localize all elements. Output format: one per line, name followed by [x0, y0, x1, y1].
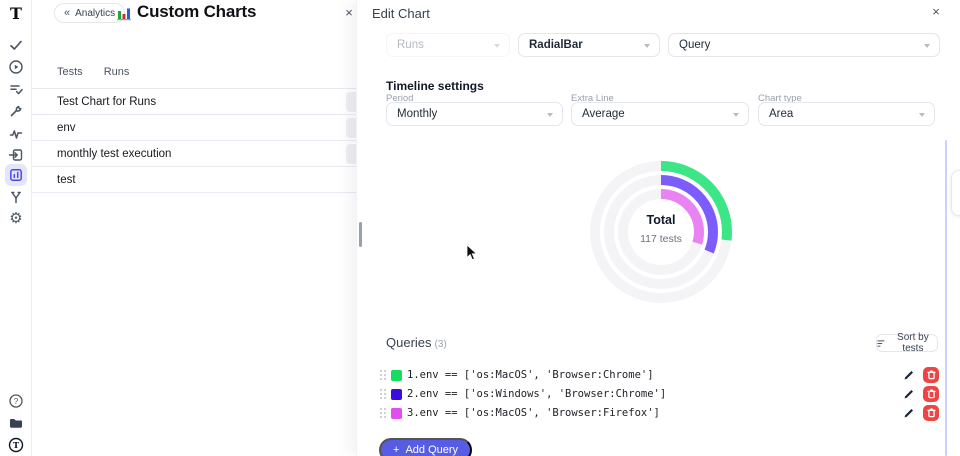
- trash-icon: [926, 389, 936, 399]
- delete-query-button[interactable]: [923, 367, 939, 383]
- edit-pencil-icon[interactable]: [903, 369, 915, 381]
- row-actions-sliver: [346, 92, 356, 112]
- custom-charts-panel: « Analytics Custom Charts × Tests Runs T…: [32, 0, 356, 456]
- drag-handle-icon[interactable]: [379, 388, 387, 400]
- extra-line-label: Extra Line: [571, 93, 614, 104]
- tab-runs[interactable]: Runs: [103, 66, 130, 78]
- charts-tabs: Tests Runs: [57, 66, 129, 78]
- query-expression: 3.env == ['os:MacOS', 'Browser:Firefox']: [407, 407, 660, 419]
- queries-heading: Queries (3): [386, 335, 447, 350]
- edit-chart-drawer: Edit Chart × Runs RadialBar Query Timeli…: [356, 0, 960, 456]
- scroll-indicator[interactable]: [945, 140, 947, 456]
- charts-list: Test Chart for Runs env monthly test exe…: [32, 88, 356, 193]
- query-row: 2.env == ['os:Windows', 'Browser:Chrome'…: [379, 385, 941, 403]
- list-item[interactable]: test: [32, 167, 356, 193]
- page-title: Custom Charts: [137, 2, 257, 21]
- query-expression: 1.env == ['os:MacOS', 'Browser:Chrome']: [407, 369, 654, 381]
- drag-handle-icon[interactable]: [379, 369, 387, 381]
- timeline-settings-heading: Timeline settings: [386, 79, 484, 93]
- chart-type-area-select[interactable]: Area: [758, 102, 935, 126]
- chevron-left-double-icon: «: [64, 7, 71, 19]
- extra-line-select[interactable]: Average: [571, 102, 749, 126]
- query-expression: 2.env == ['os:Windows', 'Browser:Chrome'…: [407, 388, 667, 400]
- analytics-chart-icon[interactable]: [8, 167, 24, 183]
- drawer-title: Edit Chart: [372, 6, 430, 21]
- query-color-swatch: [391, 388, 402, 400]
- user-avatar[interactable]: T: [8, 437, 24, 453]
- list-item[interactable]: Test Chart for Runs: [32, 89, 356, 115]
- help-question-icon[interactable]: ?: [8, 393, 24, 409]
- trash-icon: [926, 408, 936, 418]
- tab-tests[interactable]: Tests: [57, 66, 83, 78]
- list-item[interactable]: monthly test execution: [32, 141, 356, 167]
- data-mode-select[interactable]: Query: [668, 33, 940, 57]
- branch-fork-icon[interactable]: [8, 189, 24, 205]
- import-box-arrow-icon[interactable]: [8, 147, 24, 163]
- scrollbar-thumb[interactable]: [951, 170, 960, 216]
- flaky-pulse-icon[interactable]: [8, 125, 24, 141]
- test-plans-list-check-icon[interactable]: [8, 81, 24, 97]
- radialbar-chart: [581, 152, 741, 312]
- list-item-label: Test Chart for Runs: [57, 96, 157, 108]
- sort-by-tests-button[interactable]: Sort by tests: [876, 332, 938, 354]
- drawer-close-icon[interactable]: ×: [932, 4, 940, 19]
- ring-arcs: [590, 161, 732, 303]
- tools-wrench-icon[interactable]: [8, 103, 24, 119]
- back-button-label: Analytics: [75, 7, 116, 19]
- drawer-resize-handle[interactable]: [359, 222, 362, 247]
- bar-chart-icon: [117, 5, 132, 21]
- row-actions-sliver: [346, 144, 356, 164]
- back-to-analytics-button[interactable]: « Analytics: [54, 3, 126, 23]
- settings-gear-icon[interactable]: ⚙: [9, 210, 23, 227]
- row-actions-sliver: [346, 118, 356, 138]
- icon-rail: T ⚙ ?: [0, 0, 32, 456]
- docs-folder-icon[interactable]: [8, 415, 24, 431]
- add-query-label: Add Query: [405, 444, 459, 456]
- list-item-label: test: [57, 174, 76, 186]
- source-select[interactable]: Runs: [386, 33, 510, 57]
- queries-count: (3): [434, 339, 447, 350]
- chart-type-select[interactable]: RadialBar: [518, 33, 660, 57]
- query-row: 3.env == ['os:MacOS', 'Browser:Firefox']: [379, 404, 941, 422]
- query-color-swatch: [391, 407, 402, 419]
- panel-close-icon[interactable]: ×: [345, 5, 353, 20]
- drag-handle-icon[interactable]: [379, 407, 387, 419]
- list-item-label: env: [57, 122, 76, 134]
- chart-type-label: Chart type: [758, 93, 802, 104]
- plus-icon: +: [393, 444, 400, 456]
- delete-query-button[interactable]: [923, 405, 939, 421]
- queries-heading-text: Queries: [386, 335, 432, 350]
- sort-button-label: Sort by tests: [897, 332, 929, 354]
- list-item-label: monthly test execution: [57, 148, 172, 160]
- delete-query-button[interactable]: [923, 386, 939, 402]
- svg-text:?: ?: [14, 397, 19, 406]
- app-logo[interactable]: T: [10, 4, 22, 23]
- sort-icon: [877, 339, 885, 347]
- edit-pencil-icon[interactable]: [903, 388, 915, 400]
- tests-check-icon[interactable]: [8, 37, 24, 53]
- query-color-swatch: [391, 369, 402, 381]
- period-select[interactable]: Monthly: [386, 102, 563, 126]
- runs-play-circle-icon[interactable]: [8, 59, 24, 75]
- edit-pencil-icon[interactable]: [903, 407, 915, 419]
- period-label: Period: [386, 93, 414, 104]
- add-query-button[interactable]: + Add Query: [379, 438, 473, 456]
- list-item[interactable]: env: [32, 115, 356, 141]
- svg-text:T: T: [13, 441, 20, 451]
- trash-icon: [926, 370, 936, 380]
- query-row: 1.env == ['os:MacOS', 'Browser:Chrome']: [379, 366, 941, 384]
- active-item-highlight: [5, 164, 27, 186]
